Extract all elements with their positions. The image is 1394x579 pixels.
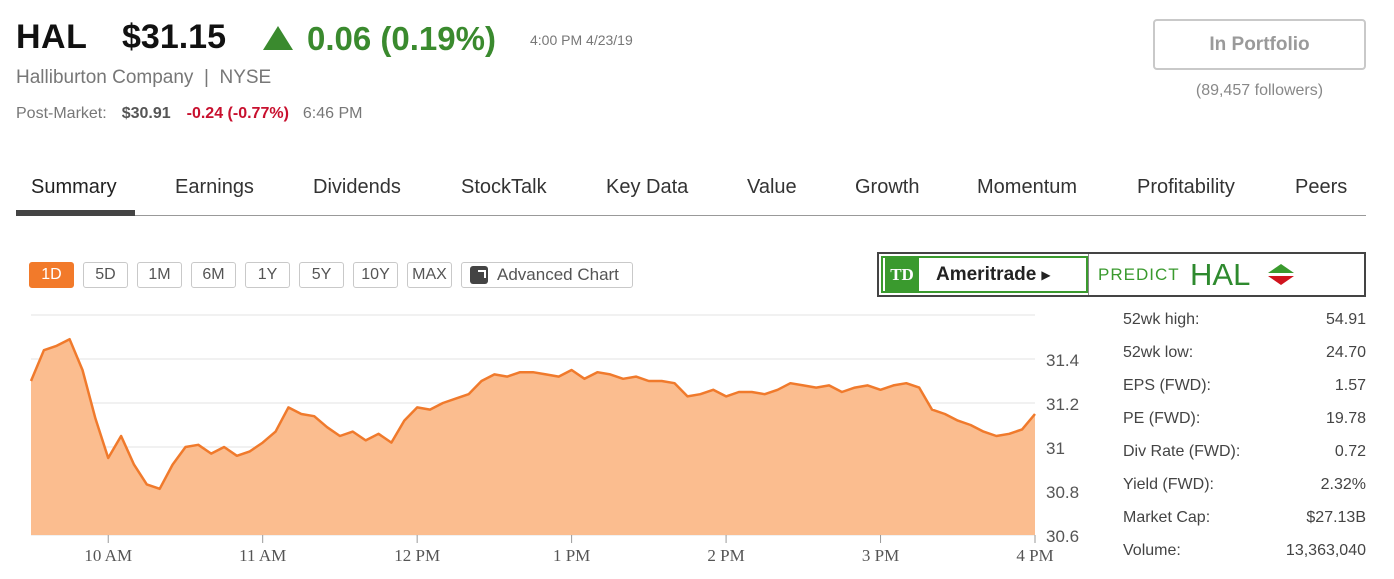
stat-value: 2.32% — [1320, 476, 1366, 493]
advanced-chart-button[interactable]: Advanced Chart — [461, 262, 633, 288]
tab-growth[interactable]: Growth — [855, 176, 920, 198]
post-market-label: Post-Market: — [16, 105, 107, 122]
caret-right-icon: ▶ — [1041, 267, 1051, 282]
post-market-time: 6:46 PM — [302, 105, 363, 122]
chart-area-fill — [31, 339, 1035, 535]
tab-peers[interactable]: Peers — [1295, 176, 1348, 198]
x-tick-label: 4 PM — [1016, 546, 1053, 565]
x-tick-label: 11 AM — [239, 546, 286, 565]
y-tick-label: 30.8 — [1046, 483, 1079, 502]
stat-label: Volume: — [1123, 542, 1181, 559]
tab-bar: Summary Earnings Dividends StockTalk Key… — [16, 168, 1366, 216]
stat-value: 19.78 — [1325, 410, 1366, 427]
company-name: Halliburton Company | NYSE — [16, 67, 272, 88]
tab-momentum[interactable]: Momentum — [977, 176, 1078, 198]
tab-summary[interactable]: Summary — [31, 176, 117, 198]
td-ameritrade-ad[interactable]: TD Ameritrade ▶ PREDICT HAL — [877, 252, 1366, 297]
ad-brand-box: TD Ameritrade ▶ — [881, 256, 1088, 293]
advanced-chart-label: Advanced Chart — [497, 265, 619, 284]
ad-divider — [1088, 254, 1089, 295]
range-button-max[interactable]: MAX — [407, 262, 452, 288]
stat-label: PE (FWD): — [1123, 410, 1201, 427]
stat-value: 54.91 — [1325, 311, 1366, 328]
y-axis-ticks: 31.4 31.2 31 30.8 30.6 — [1046, 351, 1079, 546]
ad-predict-label: PREDICT — [1098, 265, 1180, 284]
ad-ticker: HAL — [1190, 257, 1251, 292]
tab-profitability[interactable]: Profitability — [1137, 176, 1235, 198]
stat-value: 0.72 — [1334, 443, 1366, 460]
stat-value: 13,363,040 — [1285, 542, 1366, 559]
range-button-10y[interactable]: 10Y — [353, 262, 398, 288]
post-market-row: Post-Market: $30.91 -0.24 (-0.77%) 6:46 … — [16, 105, 362, 123]
in-portfolio-button[interactable]: In Portfolio — [1153, 19, 1366, 70]
price-change: 0.06 (0.19%) — [307, 20, 496, 57]
x-axis-ticks: 10 AM 11 AM 12 PM 1 PM 2 PM 3 PM 4 PM — [84, 535, 1054, 565]
stat-value: 1.57 — [1334, 377, 1366, 394]
price-chart[interactable]: 31.4 31.2 31 30.8 30.6 10 AM 11 AM 12 PM 1 PM 2 … — [0, 300, 1100, 579]
tab-value[interactable]: Value — [747, 176, 797, 198]
tab-key-data[interactable]: Key Data — [606, 176, 689, 198]
x-tick-label: 10 AM — [84, 546, 132, 565]
y-tick-label: 31.4 — [1046, 351, 1079, 370]
expand-icon — [470, 266, 488, 284]
td-logo: TD — [885, 257, 919, 292]
up-down-arrows-icon — [1268, 264, 1294, 286]
active-tab-indicator — [16, 210, 135, 216]
followers-count: (89,457 followers) — [1195, 82, 1324, 99]
post-market-change: -0.24 (-0.77%) — [186, 105, 289, 122]
range-button-1d[interactable]: 1D — [29, 262, 74, 288]
tab-dividends[interactable]: Dividends — [313, 176, 401, 198]
range-button-1y[interactable]: 1Y — [245, 262, 290, 288]
ticker-symbol: HAL — [16, 18, 88, 56]
stat-value: $27.13B — [1306, 509, 1366, 526]
ad-brand-name: Ameritrade — [936, 263, 1037, 285]
x-tick-label: 2 PM — [707, 546, 744, 565]
y-tick-label: 31 — [1046, 439, 1065, 458]
stat-label: Div Rate (FWD): — [1123, 443, 1241, 460]
range-button-5y[interactable]: 5Y — [299, 262, 344, 288]
x-tick-label: 3 PM — [862, 546, 899, 565]
stat-label: 52wk high: — [1123, 311, 1200, 328]
y-tick-label: 31.2 — [1046, 395, 1079, 414]
x-tick-label: 1 PM — [553, 546, 590, 565]
stock-price: $31.15 — [122, 18, 226, 56]
chart-price-line — [29, 337, 1036, 491]
stat-value: 24.70 — [1325, 344, 1366, 361]
quote-timestamp: 4:00 PM 4/23/19 — [530, 32, 633, 48]
range-button-1m[interactable]: 1M — [137, 262, 182, 288]
stat-label: 52wk low: — [1123, 344, 1194, 361]
y-tick-label: 30.6 — [1046, 527, 1079, 546]
stat-label: Market Cap: — [1123, 509, 1211, 526]
tab-stocktalk[interactable]: StockTalk — [461, 176, 547, 198]
x-tick-label: 12 PM — [394, 546, 440, 565]
range-button-6m[interactable]: 6M — [191, 262, 236, 288]
up-arrow-icon — [263, 26, 293, 50]
stat-label: Yield (FWD): — [1123, 476, 1214, 493]
tab-earnings[interactable]: Earnings — [175, 176, 254, 198]
stat-label: EPS (FWD): — [1123, 377, 1211, 394]
range-button-5d[interactable]: 5D — [83, 262, 128, 288]
post-market-price: $30.91 — [121, 105, 171, 122]
